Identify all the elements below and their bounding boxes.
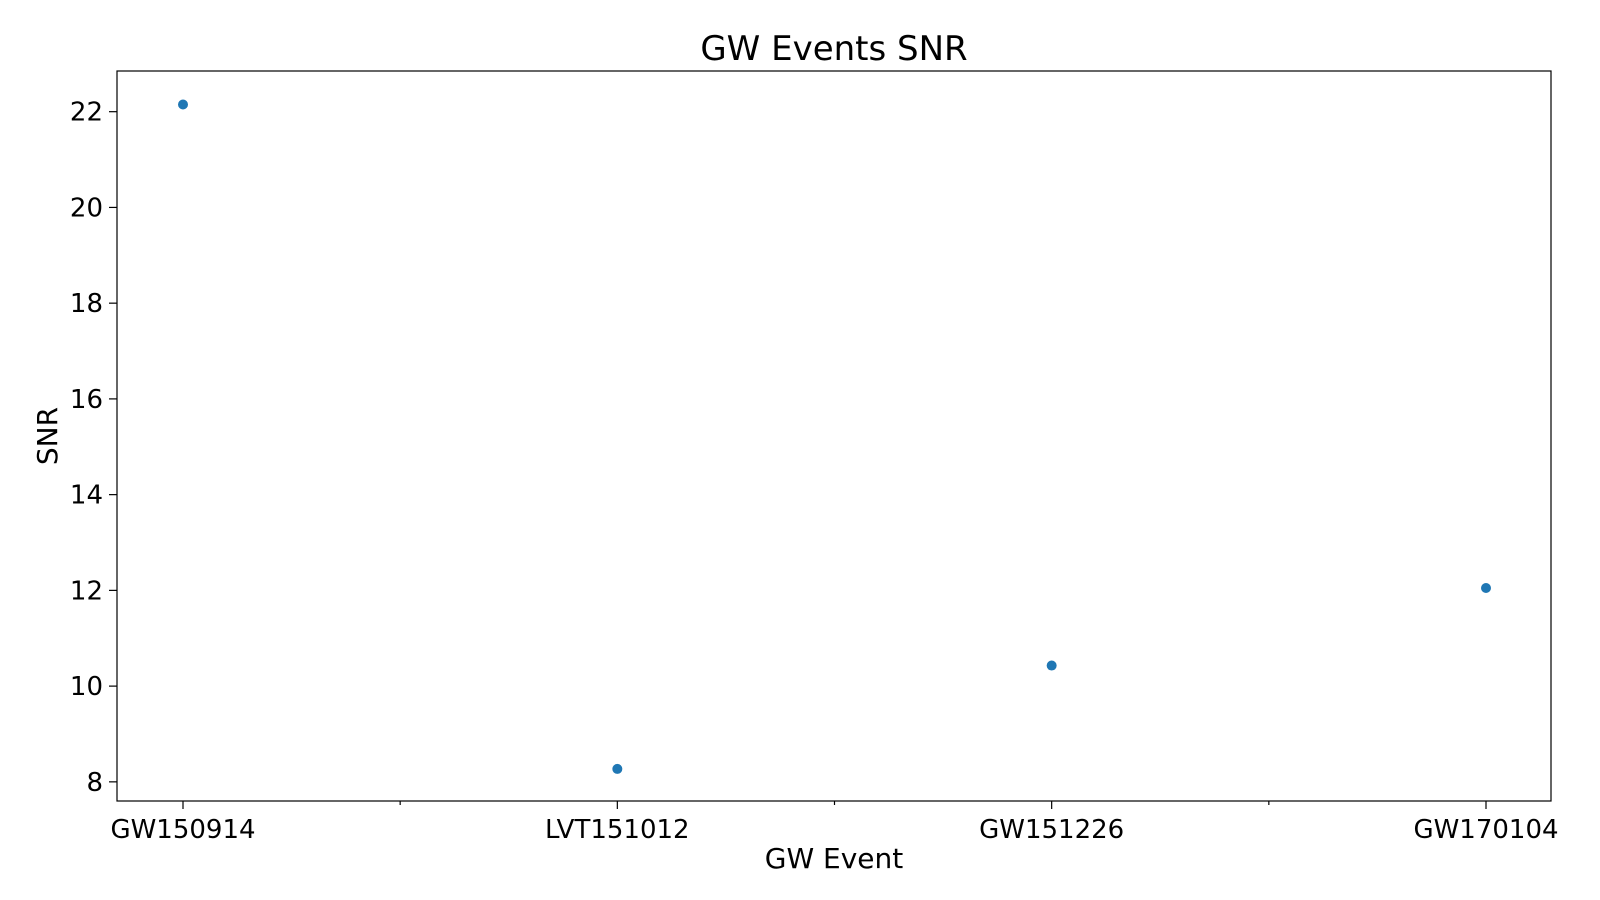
data-point [1046,660,1057,671]
y-tick-label: 12 [70,576,103,606]
y-tick-label: 14 [70,481,103,511]
x-axis-label: GW Event [765,842,904,875]
y-tick-label: 8 [86,768,103,798]
y-tick-label: 16 [70,385,103,415]
chart-title: GW Events SNR [700,29,967,69]
y-axis-label: SNR [31,407,64,465]
y-tick-label: 20 [70,193,103,223]
x-axis: GW150914 LVT151012 GW151226 GW170104 [110,801,1559,845]
data-points [178,99,1491,774]
plot-frame [116,70,1552,802]
y-axis: 8 10 12 14 16 18 20 22 [70,98,117,798]
x-tick-label: GW150914 [110,815,255,845]
y-tick-label: 18 [70,289,103,319]
data-point [612,763,623,774]
x-tick-label: GW170104 [1413,815,1558,845]
y-tick-label: 10 [70,672,103,702]
x-tick-label: GW151226 [979,815,1124,845]
data-point [178,99,188,110]
y-tick-label: 22 [70,98,103,128]
data-point [1481,582,1491,593]
x-tick-label: LVT151012 [545,815,690,845]
